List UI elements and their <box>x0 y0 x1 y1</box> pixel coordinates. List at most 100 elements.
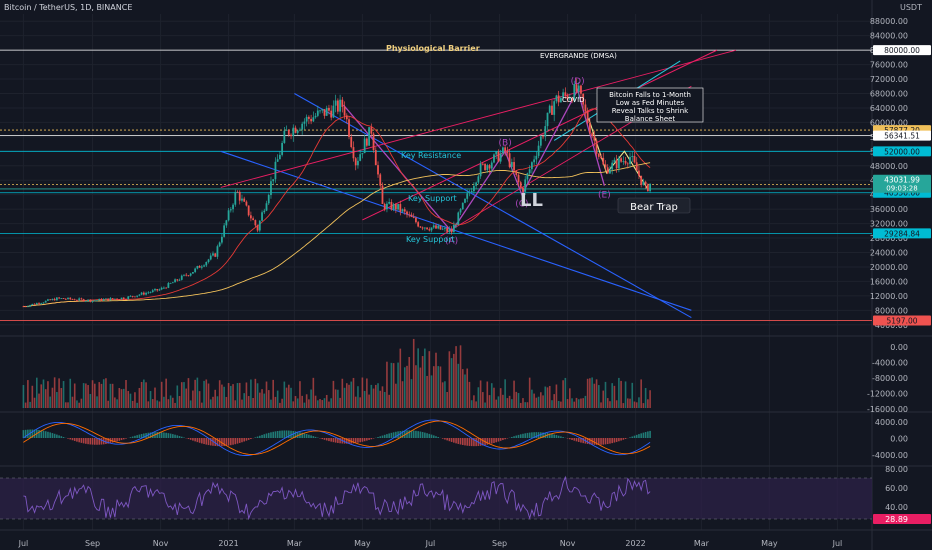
price-axis[interactable]: 88000.00 84000.00 80000.00 76000.00 72000.00… <box>867 17 931 524</box>
candle-body <box>165 287 168 289</box>
volume-bar <box>408 357 411 408</box>
macd-histogram-bar <box>493 438 495 443</box>
candles <box>22 78 651 308</box>
candle-body <box>321 109 324 111</box>
macd-histogram-bar <box>328 438 330 442</box>
candle-body <box>644 181 647 185</box>
macd-histogram-bar <box>227 438 230 446</box>
macd-histogram-bar <box>444 438 446 440</box>
macd-histogram-bar <box>372 438 375 439</box>
macd-histogram-bar <box>223 438 225 447</box>
price-tick-label: 24000.00 <box>870 249 908 258</box>
macd-histogram-bar <box>488 438 491 445</box>
candle-body <box>452 224 455 233</box>
candle-body <box>421 227 424 229</box>
macd-histogram-bar <box>165 432 167 438</box>
candle-body <box>120 297 123 300</box>
macd-histogram-bar <box>424 432 426 438</box>
macd-histogram-bar <box>169 433 172 438</box>
time-axis[interactable]: Jul Sep Nov 2021 Mar May Jul Sep Nov 2022 Mar May Ju… <box>18 539 843 548</box>
volume-bar <box>339 397 341 408</box>
macd-histogram-bar <box>524 433 527 438</box>
macd-histogram-bar <box>163 432 165 438</box>
macd-histogram-bar <box>517 434 520 438</box>
candle-body <box>207 259 210 263</box>
candle-body <box>151 290 154 293</box>
volume-bar <box>189 400 192 408</box>
volume-bar <box>147 401 150 408</box>
candle-body <box>225 220 228 226</box>
candle-body <box>176 279 179 281</box>
candle-body <box>640 175 643 185</box>
candle-body <box>533 159 536 163</box>
volume-bar <box>160 381 163 408</box>
candle-body <box>194 268 197 273</box>
volume-bar <box>555 384 558 408</box>
volume-bar <box>330 398 332 408</box>
volume-bar <box>125 379 127 408</box>
volume-bar <box>419 367 422 408</box>
candle-body <box>158 289 161 291</box>
time-tick-label: Mar <box>287 539 303 548</box>
macd-histogram-bar <box>399 430 402 438</box>
volume-bar <box>397 362 399 408</box>
macd-histogram-bar <box>118 438 121 441</box>
candle-body <box>236 191 239 193</box>
volume-bar <box>225 396 228 408</box>
volume-bar <box>519 402 522 408</box>
macd-histogram-bar <box>544 432 547 438</box>
volume-bar <box>524 402 527 408</box>
candle-body <box>285 129 288 131</box>
macd-histogram-bar <box>180 436 183 438</box>
volume-bar <box>151 399 154 408</box>
candle-body <box>136 295 139 297</box>
macd-histogram-bar <box>308 434 310 438</box>
macd-histogram-bar <box>312 436 315 438</box>
candle-body <box>479 163 482 177</box>
volume-bar <box>439 366 442 408</box>
candle-body <box>464 198 466 203</box>
candle-body <box>310 118 313 122</box>
volume-bar <box>263 393 266 408</box>
candle-body <box>553 101 556 115</box>
candle-body <box>147 292 150 294</box>
volume-bar <box>620 380 622 408</box>
candle-body <box>323 109 326 116</box>
candle-body <box>270 181 272 195</box>
candle-body <box>249 215 252 219</box>
macd-histogram-bar <box>98 438 101 445</box>
volume-bar <box>234 400 237 408</box>
candle-body <box>461 202 464 210</box>
candle-body <box>546 112 549 127</box>
candle-body <box>265 203 268 211</box>
candle-body <box>245 201 248 206</box>
macd-tick-label: 0.00 <box>890 435 908 444</box>
volume-bar <box>461 369 464 408</box>
macd-histogram-bar <box>615 438 618 442</box>
macd-histogram-bar <box>196 438 199 443</box>
candle-body <box>557 95 560 103</box>
volume-bar <box>158 401 161 408</box>
candle-body <box>33 303 36 305</box>
macd-histogram-bar <box>272 431 274 438</box>
candle-body <box>24 306 27 308</box>
candle-body <box>392 204 395 210</box>
volume-bar <box>285 387 288 408</box>
bitcoin-falls-line-3: Reveal Talks to Shrink <box>612 107 689 115</box>
candle-body <box>154 289 156 291</box>
volume-bar <box>109 383 112 408</box>
volume-bar <box>223 386 225 408</box>
ma-long-line <box>23 162 651 307</box>
time-tick-label: 2022 <box>625 539 645 548</box>
candle-body <box>247 205 250 216</box>
candle-body <box>62 298 65 299</box>
ma-short-line <box>23 108 651 307</box>
macd-histogram-bar <box>281 430 283 438</box>
macd-histogram-bar <box>194 438 196 442</box>
candle-body <box>47 299 49 301</box>
candle-body <box>537 145 540 156</box>
bear-trap-label: Bear Trap <box>630 202 678 213</box>
volume-bar <box>626 398 629 408</box>
